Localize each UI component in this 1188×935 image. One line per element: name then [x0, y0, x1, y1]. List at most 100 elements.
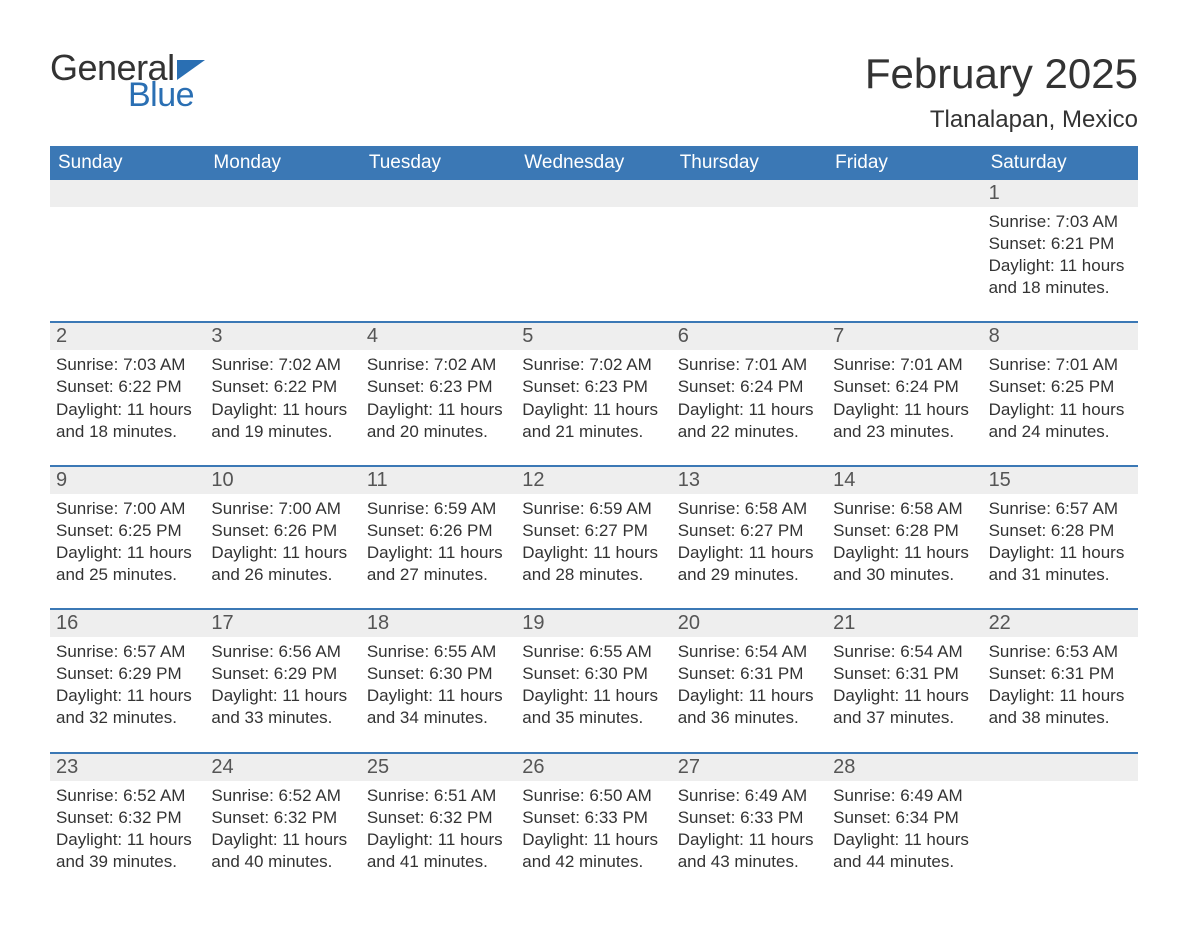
sunset-text: Sunset: 6:27 PM: [678, 520, 821, 542]
day-number-row: 232425262728: [50, 752, 1138, 781]
day-number: 5: [516, 323, 671, 350]
daylight-text-1: Daylight: 11 hours: [833, 399, 976, 421]
daylight-text-1: Daylight: 11 hours: [211, 399, 354, 421]
sunrise-text: Sunrise: 7:01 AM: [833, 354, 976, 376]
daylight-text-1: Daylight: 11 hours: [522, 399, 665, 421]
day-content-row: Sunrise: 7:03 AMSunset: 6:22 PMDaylight:…: [50, 350, 1138, 464]
day-content-row: Sunrise: 6:52 AMSunset: 6:32 PMDaylight:…: [50, 781, 1138, 895]
day-cell: Sunrise: 6:59 AMSunset: 6:27 PMDaylight:…: [516, 494, 671, 586]
sunrise-text: Sunrise: 6:49 AM: [678, 785, 821, 807]
day-cell: Sunrise: 7:02 AMSunset: 6:22 PMDaylight:…: [205, 350, 360, 442]
daylight-text-1: Daylight: 11 hours: [56, 399, 199, 421]
day-cell: [361, 207, 516, 299]
sunrise-text: Sunrise: 7:03 AM: [56, 354, 199, 376]
day-cell: Sunrise: 7:01 AMSunset: 6:25 PMDaylight:…: [983, 350, 1138, 442]
sunrise-text: Sunrise: 6:52 AM: [56, 785, 199, 807]
sunset-text: Sunset: 6:30 PM: [522, 663, 665, 685]
day-number: 23: [50, 754, 205, 781]
day-cell: Sunrise: 6:55 AMSunset: 6:30 PMDaylight:…: [516, 637, 671, 729]
day-cell: Sunrise: 7:03 AMSunset: 6:22 PMDaylight:…: [50, 350, 205, 442]
sunset-text: Sunset: 6:32 PM: [56, 807, 199, 829]
weeks-container: 1Sunrise: 7:03 AMSunset: 6:21 PMDaylight…: [50, 180, 1138, 895]
sunrise-text: Sunrise: 6:55 AM: [522, 641, 665, 663]
weekday-sunday: Sunday: [50, 146, 205, 180]
daylight-text-2: and 25 minutes.: [56, 564, 199, 586]
day-number: 16: [50, 610, 205, 637]
day-number: 2: [50, 323, 205, 350]
day-cell: Sunrise: 6:59 AMSunset: 6:26 PMDaylight:…: [361, 494, 516, 586]
sunrise-text: Sunrise: 7:01 AM: [678, 354, 821, 376]
day-number: [205, 180, 360, 207]
day-number-row: 16171819202122: [50, 608, 1138, 637]
day-cell: Sunrise: 6:52 AMSunset: 6:32 PMDaylight:…: [205, 781, 360, 873]
calendar: Sunday Monday Tuesday Wednesday Thursday…: [50, 146, 1138, 895]
sunrise-text: Sunrise: 6:52 AM: [211, 785, 354, 807]
title-block: February 2025 Tlanalapan, Mexico: [865, 50, 1138, 134]
day-cell: Sunrise: 6:57 AMSunset: 6:28 PMDaylight:…: [983, 494, 1138, 586]
sunrise-text: Sunrise: 6:57 AM: [989, 498, 1132, 520]
day-number-row: 9101112131415: [50, 465, 1138, 494]
day-number: 7: [827, 323, 982, 350]
sunrise-text: Sunrise: 6:51 AM: [367, 785, 510, 807]
sunset-text: Sunset: 6:33 PM: [522, 807, 665, 829]
day-number-row: 1: [50, 180, 1138, 207]
day-cell: Sunrise: 7:02 AMSunset: 6:23 PMDaylight:…: [516, 350, 671, 442]
day-cell: [516, 207, 671, 299]
daylight-text-2: and 32 minutes.: [56, 707, 199, 729]
day-cell: Sunrise: 6:55 AMSunset: 6:30 PMDaylight:…: [361, 637, 516, 729]
weekday-monday: Monday: [205, 146, 360, 180]
daylight-text-2: and 41 minutes.: [367, 851, 510, 873]
sunset-text: Sunset: 6:32 PM: [211, 807, 354, 829]
day-cell: Sunrise: 6:57 AMSunset: 6:29 PMDaylight:…: [50, 637, 205, 729]
day-number: [672, 180, 827, 207]
sunset-text: Sunset: 6:32 PM: [367, 807, 510, 829]
weekday-friday: Friday: [827, 146, 982, 180]
day-number: 26: [516, 754, 671, 781]
day-number: 18: [361, 610, 516, 637]
sunrise-text: Sunrise: 6:50 AM: [522, 785, 665, 807]
daylight-text-1: Daylight: 11 hours: [211, 829, 354, 851]
daylight-text-1: Daylight: 11 hours: [367, 399, 510, 421]
day-cell: Sunrise: 6:58 AMSunset: 6:28 PMDaylight:…: [827, 494, 982, 586]
day-cell: Sunrise: 6:50 AMSunset: 6:33 PMDaylight:…: [516, 781, 671, 873]
sunrise-text: Sunrise: 6:54 AM: [678, 641, 821, 663]
sunset-text: Sunset: 6:31 PM: [833, 663, 976, 685]
daylight-text-1: Daylight: 11 hours: [56, 685, 199, 707]
day-cell: [50, 207, 205, 299]
day-number: [827, 180, 982, 207]
day-cell: Sunrise: 7:00 AMSunset: 6:25 PMDaylight:…: [50, 494, 205, 586]
daylight-text-1: Daylight: 11 hours: [833, 685, 976, 707]
day-cell: [205, 207, 360, 299]
day-number: 25: [361, 754, 516, 781]
day-cell: Sunrise: 6:54 AMSunset: 6:31 PMDaylight:…: [672, 637, 827, 729]
daylight-text-1: Daylight: 11 hours: [833, 542, 976, 564]
day-number: [516, 180, 671, 207]
day-number: 1: [983, 180, 1138, 207]
day-number: 4: [361, 323, 516, 350]
sunset-text: Sunset: 6:25 PM: [56, 520, 199, 542]
day-cell: Sunrise: 6:52 AMSunset: 6:32 PMDaylight:…: [50, 781, 205, 873]
daylight-text-1: Daylight: 11 hours: [678, 542, 821, 564]
day-number: 20: [672, 610, 827, 637]
daylight-text-2: and 27 minutes.: [367, 564, 510, 586]
sunrise-text: Sunrise: 6:58 AM: [678, 498, 821, 520]
sunset-text: Sunset: 6:29 PM: [211, 663, 354, 685]
day-cell: Sunrise: 6:54 AMSunset: 6:31 PMDaylight:…: [827, 637, 982, 729]
sunrise-text: Sunrise: 7:02 AM: [367, 354, 510, 376]
daylight-text-2: and 22 minutes.: [678, 421, 821, 443]
logo: General Blue: [50, 50, 205, 112]
day-number: [983, 754, 1138, 781]
day-number: 22: [983, 610, 1138, 637]
day-cell: Sunrise: 6:49 AMSunset: 6:33 PMDaylight:…: [672, 781, 827, 873]
daylight-text-2: and 44 minutes.: [833, 851, 976, 873]
calendar-page: General Blue February 2025 Tlanalapan, M…: [0, 0, 1188, 935]
weekday-thursday: Thursday: [672, 146, 827, 180]
day-cell: Sunrise: 7:00 AMSunset: 6:26 PMDaylight:…: [205, 494, 360, 586]
daylight-text-2: and 31 minutes.: [989, 564, 1132, 586]
daylight-text-2: and 28 minutes.: [522, 564, 665, 586]
day-number-row: 2345678: [50, 321, 1138, 350]
daylight-text-2: and 43 minutes.: [678, 851, 821, 873]
daylight-text-1: Daylight: 11 hours: [367, 685, 510, 707]
sunset-text: Sunset: 6:26 PM: [211, 520, 354, 542]
day-number: 24: [205, 754, 360, 781]
